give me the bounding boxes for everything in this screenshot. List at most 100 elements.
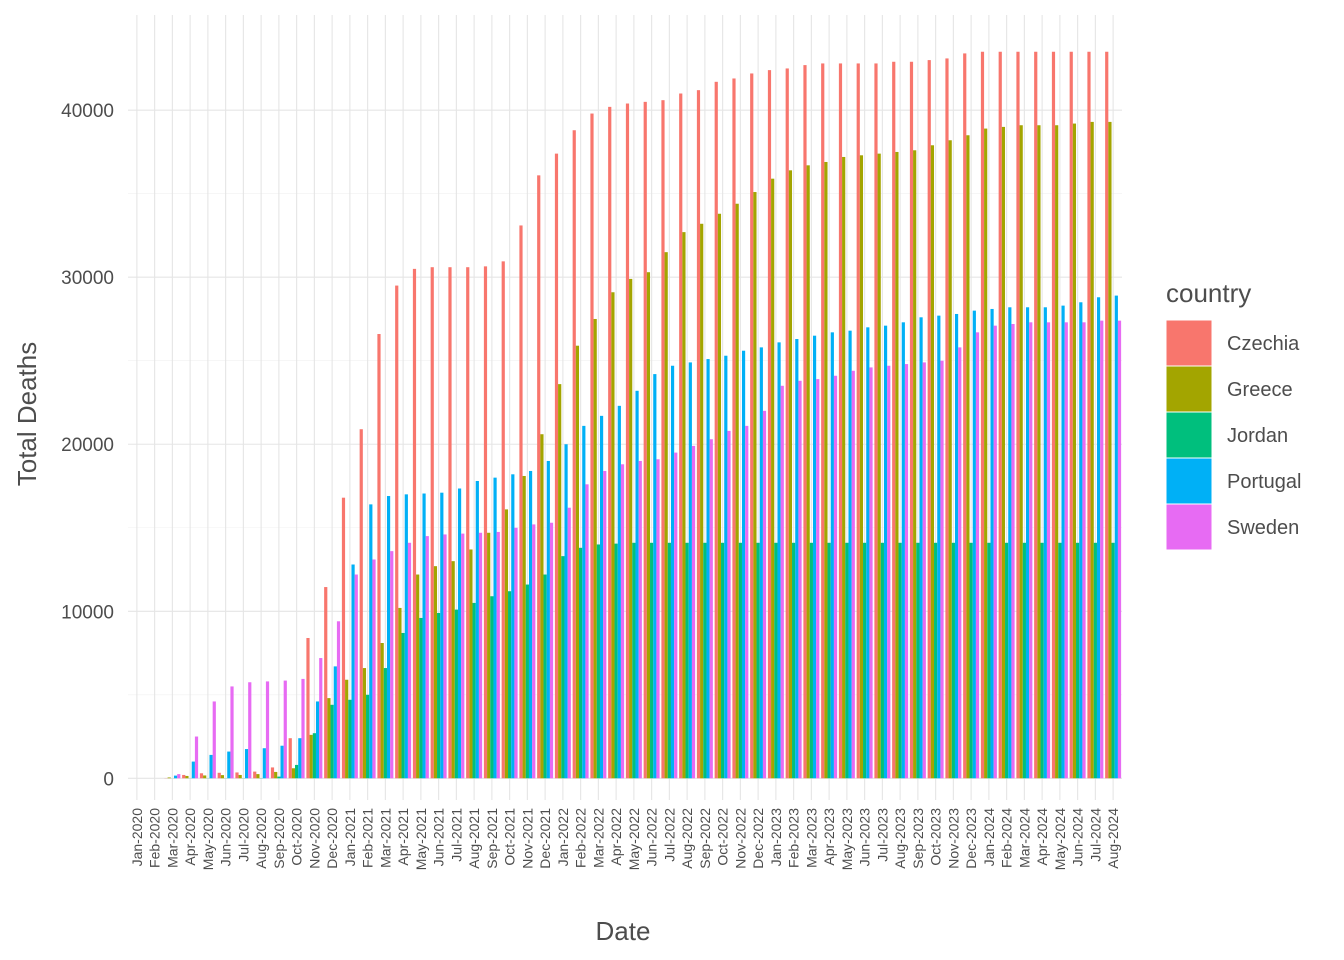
bar [1022,542,1026,779]
bar [1011,323,1015,779]
x-tick-label: Mar-2024 [1016,808,1032,868]
x-tick-label: May-2021 [413,808,429,870]
bar [404,494,408,779]
legend-label: Jordan [1227,425,1288,447]
bar [419,617,423,779]
bar [1046,322,1051,779]
x-tick-label: Jan-2022 [555,808,571,867]
bar [324,587,328,779]
bar [892,61,896,779]
x-tick-label: Mar-2023 [803,808,819,868]
bar [1034,51,1038,779]
bar [620,464,625,779]
bar [795,339,799,779]
bar [798,380,802,779]
bar [780,385,784,779]
x-tick-label: Sep-2022 [697,808,713,869]
x-tick-label: Apr-2024 [1034,808,1050,866]
bar [1100,320,1104,779]
bar [851,370,855,779]
bar [646,272,651,779]
bar [812,335,817,779]
bar [721,542,725,779]
bar [859,155,864,779]
bar [638,460,642,779]
x-tick-label: Jan-2021 [342,808,358,867]
bar [643,101,647,779]
bar [611,292,615,779]
x-tick-label: Dec-2022 [750,808,766,869]
bar [845,542,849,779]
bar [487,532,491,779]
bar [270,767,275,779]
bar [629,278,633,779]
bar [407,542,412,779]
bar [1079,302,1083,779]
x-tick-label: Jun-2020 [218,808,234,867]
bar [919,317,923,779]
bar [895,151,899,779]
x-tick-label: Jul-2022 [661,808,677,862]
y-tick-label: 0 [103,769,114,790]
bar [461,533,465,779]
bar [564,444,568,779]
bar [230,686,234,779]
bar [543,574,547,779]
bar [1025,307,1030,779]
bar [362,668,367,779]
bar [1093,542,1097,779]
bar [496,531,500,779]
bar [788,170,793,779]
bar [1064,322,1068,779]
bar [472,602,476,779]
bar [816,379,820,779]
bar [608,106,612,779]
bar [345,679,349,779]
bar [383,668,387,779]
bar [724,355,728,779]
bar [603,470,607,779]
bar [306,637,310,779]
bar [493,477,497,779]
x-tick-label: Apr-2021 [395,808,411,866]
bar [558,384,562,779]
legend-key [1165,457,1213,505]
bar [590,113,594,779]
bar [614,543,618,779]
bar [664,252,668,779]
bar [1111,542,1115,779]
bar [546,460,550,779]
x-tick-label: Aug-2023 [892,808,908,869]
bar [280,745,284,779]
x-tick-label: Feb-2023 [786,808,802,868]
bar [984,128,988,779]
bar [1096,297,1101,779]
bar [425,536,429,779]
x-tick-label: Dec-2021 [537,808,553,869]
bar [738,542,742,779]
bar [833,375,838,779]
bar [856,63,860,779]
bar [430,267,434,779]
bar [656,459,660,779]
bar [954,313,959,779]
bar [714,81,718,779]
bar [1008,307,1012,779]
bar [1108,121,1112,779]
bar [767,70,772,779]
bar [625,103,630,779]
x-tick-label: Aug-2024 [1105,808,1121,869]
bar [437,612,441,779]
x-tick-label: Nov-2023 [945,808,961,869]
bar [927,60,931,779]
bar [617,405,621,779]
x-tick-label: Nov-2020 [306,808,322,869]
bar [177,774,181,779]
legend-key [1165,411,1213,459]
bar [838,63,843,779]
bar [709,439,713,779]
y-tick-label: 20000 [61,435,114,456]
x-tick-label: Apr-2020 [182,808,198,866]
bar [301,678,305,779]
